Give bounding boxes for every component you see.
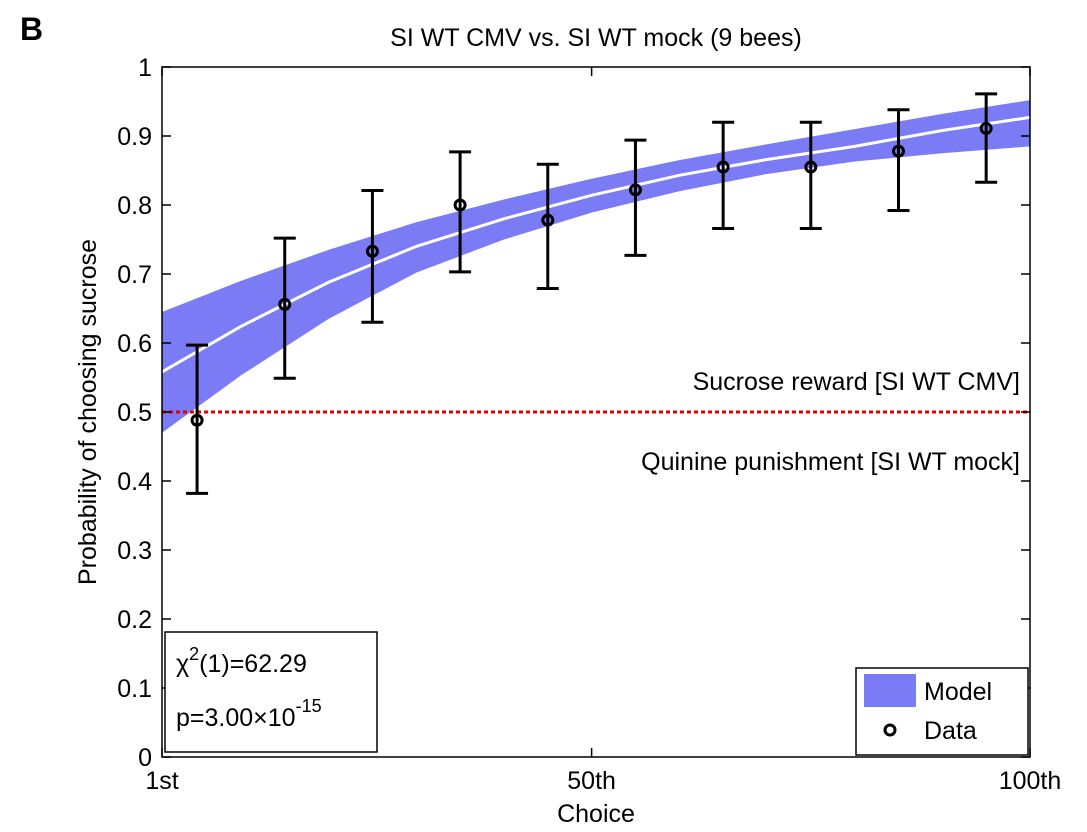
y-tick-label: 0.2: [117, 606, 152, 634]
stats-line: p=3.00×10-15: [176, 696, 322, 732]
y-tick-label: 0.1: [117, 675, 152, 703]
y-tick-label: 0.4: [117, 468, 152, 496]
legend-swatch: [864, 674, 916, 707]
data-point: [979, 121, 993, 135]
legend-label: Model: [924, 678, 992, 706]
data-point: [891, 144, 905, 158]
data-point: [541, 213, 555, 227]
data-point-group: [273, 236, 296, 380]
stats-line: χ2(1)=62.29: [176, 644, 307, 678]
x-tick-label: 1st: [145, 767, 178, 795]
data-point-group: [975, 92, 998, 184]
stats-box: [164, 631, 378, 753]
stats-superscript: -15: [296, 696, 322, 716]
model-band: [162, 100, 1030, 433]
y-tick-label: 0.7: [117, 261, 152, 289]
y-tick-label: 0: [138, 744, 152, 772]
data-point-group: [712, 120, 735, 230]
stats-text: p=3.00×10: [176, 704, 296, 732]
y-axis-label: Probability of choosing sucrose: [74, 239, 102, 585]
data-point: [804, 160, 818, 174]
data-point-group: [361, 189, 384, 324]
data-point: [190, 413, 204, 427]
data-point: [716, 160, 730, 174]
data-point-group: [186, 343, 209, 495]
data-point: [278, 297, 292, 311]
reference-label: Sucrose reward [SI WT CMV]: [693, 368, 1020, 396]
legend-marker: [883, 723, 897, 737]
data-point-group: [887, 108, 910, 213]
legend-label: Data: [924, 717, 977, 745]
y-tick-label: 0.8: [117, 192, 152, 220]
x-tick-label: 50th: [567, 767, 616, 795]
stats-superscript: 2: [189, 644, 199, 664]
data-point-group: [449, 150, 472, 274]
data-point-group: [536, 162, 559, 290]
model-mean-line: [161, 115, 1031, 374]
x-tick-label: 100th: [999, 767, 1062, 795]
y-tick-label: 0.5: [117, 399, 152, 427]
data-point-group: [799, 120, 822, 230]
data-point: [453, 198, 467, 212]
data-point-group: [624, 138, 647, 257]
stats-symbol: χ: [176, 650, 189, 678]
data-point: [365, 244, 379, 258]
y-tick-label: 0.6: [117, 330, 152, 358]
y-tick-label: 1: [138, 54, 152, 82]
chart-title: SI WT CMV vs. SI WT mock (9 bees): [390, 24, 802, 52]
x-axis-label: Choice: [557, 800, 635, 827]
stats-text: (1)=62.29: [199, 650, 307, 678]
y-tick-label: 0.9: [117, 123, 152, 151]
panel-label: B: [20, 11, 43, 47]
data-point: [628, 183, 642, 197]
reference-label: Quinine punishment [SI WT mock]: [641, 448, 1020, 476]
y-tick-label: 0.3: [117, 537, 152, 565]
